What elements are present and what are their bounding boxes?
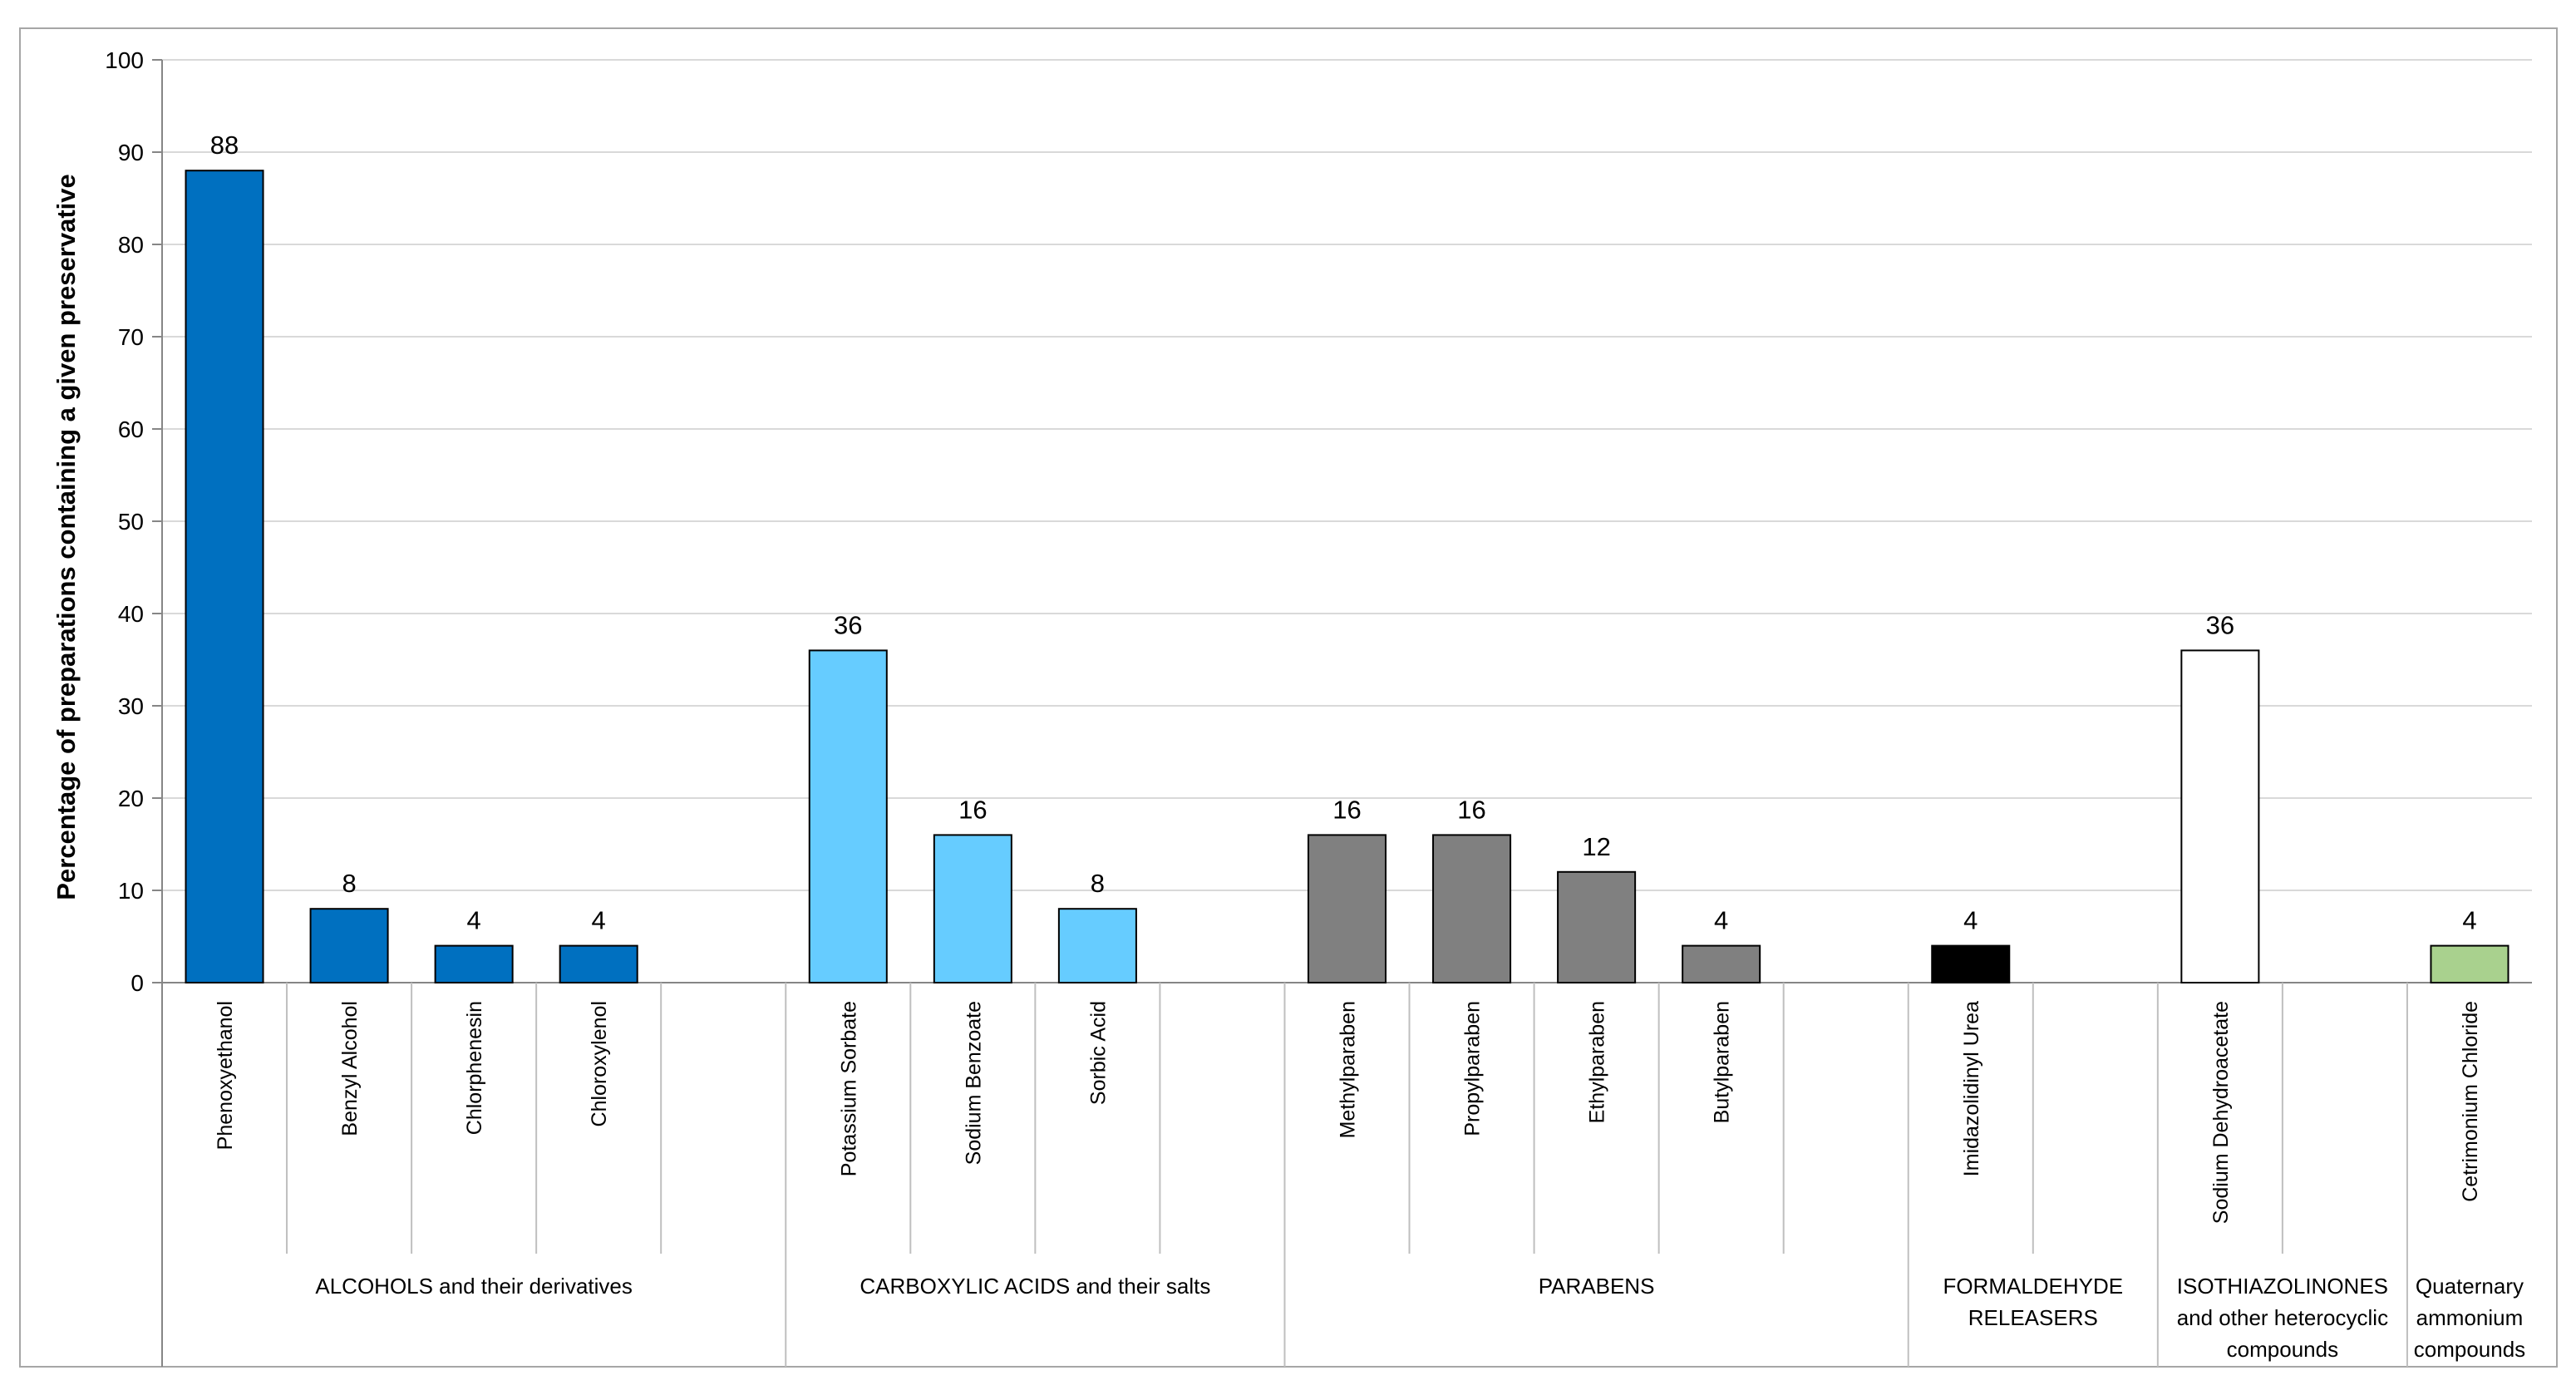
- group-label: ALCOHOLS and their derivatives: [315, 1274, 633, 1299]
- group-label: FORMALDEHYDE RELEASERS: [1943, 1274, 2123, 1330]
- category-label: Sodium Dehydroacetate: [2209, 1001, 2233, 1224]
- data-label: 88: [210, 131, 239, 160]
- category-label: Sorbic Acid: [1086, 1001, 1110, 1105]
- y-tick-label: 30: [118, 693, 144, 719]
- data-label: 16: [958, 795, 987, 824]
- y-tick-label: 10: [118, 878, 144, 904]
- axes: [152, 59, 2532, 1367]
- bars: [185, 170, 2510, 984]
- y-tick-label: 60: [118, 417, 144, 442]
- y-tick-labels: 0 10 20 30 40 50 60 70 80 90 100: [105, 47, 144, 996]
- category-label: Sodium Benzoate: [962, 1001, 985, 1165]
- y-tick-label: 20: [118, 786, 144, 811]
- category-label: Methylparaben: [1337, 1001, 1360, 1138]
- chart-frame: [19, 27, 2558, 1368]
- data-label: 8: [342, 869, 356, 898]
- y-tick-label: 0: [131, 970, 144, 996]
- category-label: Butylparaben: [1711, 1001, 1734, 1123]
- data-label: 4: [467, 906, 481, 935]
- data-label: 16: [1332, 795, 1361, 824]
- gridlines: [162, 59, 2532, 891]
- bar: [2180, 649, 2260, 984]
- bar: [434, 944, 514, 983]
- category-label: Ethylparaben: [1586, 1001, 1609, 1123]
- data-label: 8: [1091, 869, 1105, 898]
- y-tick-label: 70: [118, 324, 144, 350]
- category-label: Propylparaben: [1461, 1001, 1485, 1136]
- category-label: Chloroxylenol: [588, 1001, 611, 1126]
- category-label: Chlorphenesin: [463, 1001, 486, 1135]
- bar: [1307, 834, 1387, 984]
- data-label: 16: [1457, 795, 1485, 824]
- y-tick-label: 100: [105, 47, 144, 73]
- data-label: 12: [1582, 832, 1610, 861]
- group-label: CARBOXYLIC ACIDS and their salts: [859, 1274, 1210, 1299]
- data-label: 4: [2462, 906, 2476, 935]
- bar: [933, 834, 1012, 984]
- data-label: 36: [834, 610, 862, 639]
- y-tick-label: 40: [118, 601, 144, 627]
- group-labels: ALCOHOLS and their derivatives CARBOXYLIC…: [315, 1274, 2525, 1362]
- bar: [808, 649, 888, 984]
- data-label: 4: [592, 906, 606, 935]
- bar: [1557, 870, 1637, 984]
- data-label: 4: [1963, 906, 1978, 935]
- y-tick-label: 80: [118, 232, 144, 258]
- data-label: 36: [2206, 610, 2234, 639]
- bar: [1931, 944, 2011, 983]
- group-label: Quaternary ammonium compounds: [2414, 1274, 2525, 1362]
- bar: [1682, 944, 1761, 983]
- data-label: 4: [1714, 906, 1728, 935]
- bar: [309, 908, 389, 983]
- bar: [1057, 908, 1137, 983]
- category-label: Phenoxyethanol: [214, 1001, 237, 1150]
- group-label: PARABENS: [1539, 1274, 1655, 1299]
- bar: [559, 944, 638, 983]
- y-tick-label: 50: [118, 509, 144, 535]
- bar: [1432, 834, 1512, 984]
- category-label: Imidazolidinyl Urea: [1960, 1001, 1983, 1176]
- category-label: Cetrimonium Chloride: [2459, 1001, 2482, 1202]
- category-labels: Phenoxyethanol Benzyl Alcohol Chlorphenesi…: [214, 1001, 2482, 1224]
- bar: [185, 170, 264, 983]
- category-label: Potassium Sorbate: [837, 1001, 860, 1176]
- y-axis-label: Percentage of preparations containing a …: [52, 174, 81, 900]
- bar: [2430, 944, 2510, 983]
- group-label: ISOTHIAZOLINONES and other heterocyclic co…: [2177, 1274, 2388, 1362]
- y-tick-label: 90: [118, 140, 144, 165]
- category-label: Benzyl Alcohol: [338, 1001, 362, 1136]
